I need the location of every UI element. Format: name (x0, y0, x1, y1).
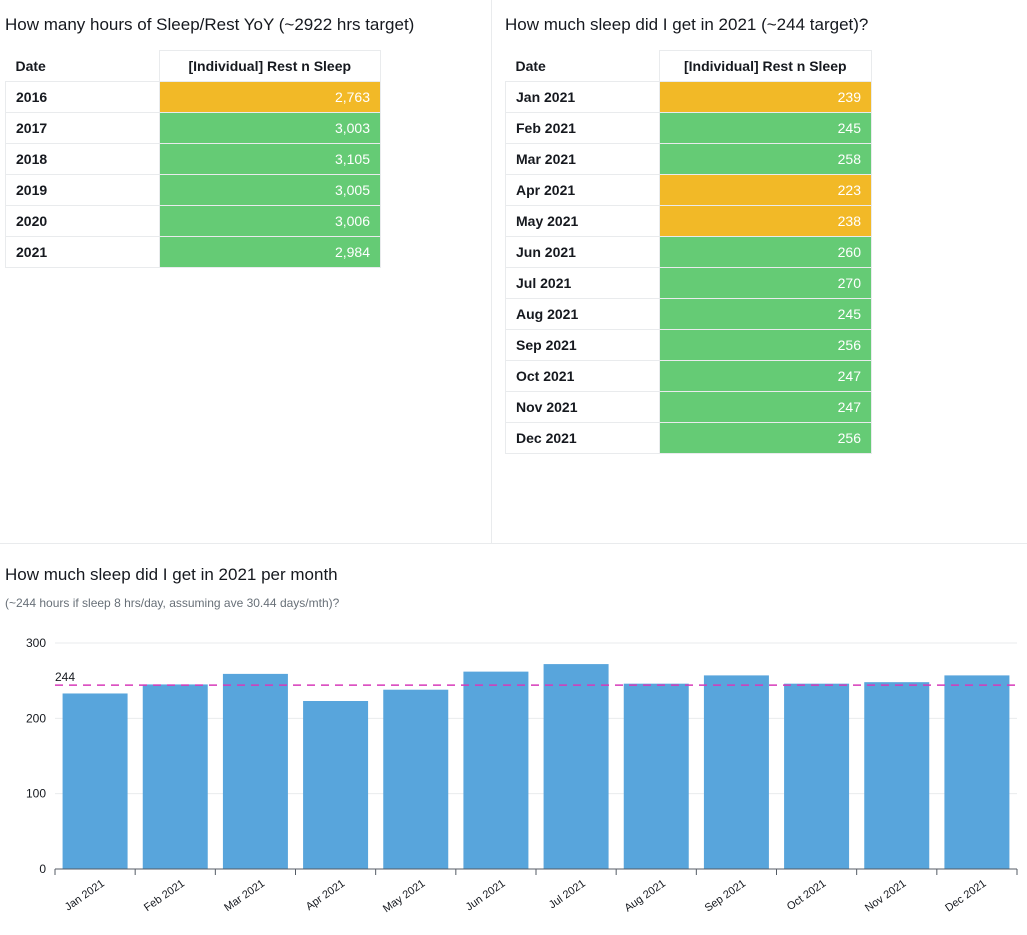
y-tick-label: 300 (26, 636, 46, 650)
value-cell: 3,003 (158, 112, 382, 144)
table-header-row: Date [Individual] Rest n Sleep (505, 50, 873, 82)
date-cell: Jun 2021 (505, 236, 660, 268)
value-cell: 256 (658, 329, 873, 361)
bar[interactable] (463, 671, 529, 869)
table-row[interactable]: Oct 2021 247 (505, 360, 873, 392)
bar[interactable] (383, 689, 449, 869)
x-tick-label: Jan 2021 (63, 878, 107, 914)
table-row[interactable]: 2020 3,006 (5, 205, 382, 237)
bar[interactable] (703, 675, 769, 869)
bar[interactable] (623, 683, 689, 869)
table-row[interactable]: Feb 2021 245 (505, 112, 873, 144)
value-cell: 258 (658, 143, 873, 175)
value-cell: 245 (658, 298, 873, 330)
table-row[interactable]: 2021 2,984 (5, 236, 382, 268)
x-tick-label: Jun 2021 (464, 878, 508, 914)
date-cell: Nov 2021 (505, 391, 660, 423)
table-row[interactable]: 2019 3,005 (5, 174, 382, 206)
bar[interactable] (784, 683, 850, 869)
yoy-table: Date [Individual] Rest n Sleep 2016 2,763… (5, 50, 382, 268)
date-cell: Jan 2021 (505, 81, 660, 113)
value-cell: 2,984 (158, 236, 382, 268)
date-cell: Dec 2021 (505, 422, 660, 454)
table-row[interactable]: Jul 2021 270 (505, 267, 873, 299)
y-tick-label: 200 (26, 711, 46, 725)
yoy-panel-title: How many hours of Sleep/Rest YoY (~2922 … (5, 15, 415, 34)
table-row[interactable]: May 2021 238 (505, 205, 873, 237)
table-row[interactable]: Mar 2021 258 (505, 143, 873, 175)
value-cell: 260 (658, 236, 873, 268)
date-cell: Sep 2021 (505, 329, 660, 361)
table-row[interactable]: Apr 2021 223 (505, 174, 873, 206)
table-row[interactable]: Sep 2021 256 (505, 329, 873, 361)
vertical-divider (491, 0, 492, 543)
table-row[interactable]: Jan 2021 239 (505, 81, 873, 113)
date-cell: Aug 2021 (505, 298, 660, 330)
table-row[interactable]: Dec 2021 256 (505, 422, 873, 454)
value-cell: 270 (658, 267, 873, 299)
bar[interactable] (303, 701, 369, 869)
bar-chart-title: How much sleep did I get in 2021 per mon… (5, 565, 338, 584)
value-cell: 3,105 (158, 143, 382, 175)
bar-chart-subtitle: (~244 hours if sleep 8 hrs/day, assuming… (5, 596, 340, 610)
bar[interactable] (543, 664, 609, 869)
date-column-header[interactable]: Date (5, 50, 160, 82)
date-cell: Feb 2021 (505, 112, 660, 144)
target-reference-label: 244 (55, 670, 75, 684)
bar[interactable] (142, 684, 208, 869)
value-cell: 223 (658, 174, 873, 206)
table-row[interactable]: Nov 2021 247 (505, 391, 873, 423)
x-tick-label: Sep 2021 (703, 878, 748, 915)
rest-sleep-column-header[interactable]: [Individual] Rest n Sleep (158, 50, 382, 82)
x-tick-label: Aug 2021 (622, 878, 667, 915)
x-tick-label: Dec 2021 (943, 878, 988, 915)
bar[interactable] (864, 682, 930, 869)
table-row[interactable]: Aug 2021 245 (505, 298, 873, 330)
date-cell: Apr 2021 (505, 174, 660, 206)
date-column-header[interactable]: Date (505, 50, 660, 82)
bar[interactable] (944, 675, 1010, 869)
x-tick-label: Apr 2021 (304, 878, 347, 913)
table-row[interactable]: 2018 3,105 (5, 143, 382, 175)
value-cell: 239 (658, 81, 873, 113)
value-cell: 247 (658, 391, 873, 423)
table-row[interactable]: 2017 3,003 (5, 112, 382, 144)
value-cell: 256 (658, 422, 873, 454)
table-row[interactable]: 2016 2,763 (5, 81, 382, 113)
x-tick-label: Nov 2021 (863, 878, 908, 915)
value-cell: 245 (658, 112, 873, 144)
bar[interactable] (222, 673, 288, 869)
x-tick-label: Mar 2021 (222, 878, 267, 914)
x-tick-label: May 2021 (381, 878, 427, 916)
value-cell: 2,763 (158, 81, 382, 113)
value-cell: 3,006 (158, 205, 382, 237)
rest-sleep-column-header[interactable]: [Individual] Rest n Sleep (658, 50, 873, 82)
table-row[interactable]: Jun 2021 260 (505, 236, 873, 268)
date-cell: Jul 2021 (505, 267, 660, 299)
date-cell: 2016 (5, 81, 160, 113)
x-tick-label: Jul 2021 (547, 878, 588, 912)
horizontal-divider (0, 543, 1027, 544)
value-cell: 247 (658, 360, 873, 392)
x-tick-label: Oct 2021 (785, 878, 828, 913)
date-cell: 2017 (5, 112, 160, 144)
monthly-panel-title: How much sleep did I get in 2021 (~244 t… (505, 15, 869, 34)
value-cell: 238 (658, 205, 873, 237)
date-cell: Oct 2021 (505, 360, 660, 392)
date-cell: 2019 (5, 174, 160, 206)
date-cell: 2018 (5, 143, 160, 175)
y-tick-label: 0 (39, 862, 46, 876)
monthly-bar-chart: 0 100 200 300 Jan 2021 Feb 2021 Mar 2021 Apr 20… (26, 636, 1018, 916)
value-cell: 3,005 (158, 174, 382, 206)
bar[interactable] (62, 693, 128, 869)
x-tick-label: Feb 2021 (142, 878, 187, 914)
date-cell: 2020 (5, 205, 160, 237)
date-cell: Mar 2021 (505, 143, 660, 175)
y-tick-label: 100 (26, 787, 46, 801)
date-cell: 2021 (5, 236, 160, 268)
date-cell: May 2021 (505, 205, 660, 237)
table-header-row: Date [Individual] Rest n Sleep (5, 50, 382, 82)
monthly-table: Date [Individual] Rest n Sleep Jan 2021 2… (505, 50, 873, 454)
